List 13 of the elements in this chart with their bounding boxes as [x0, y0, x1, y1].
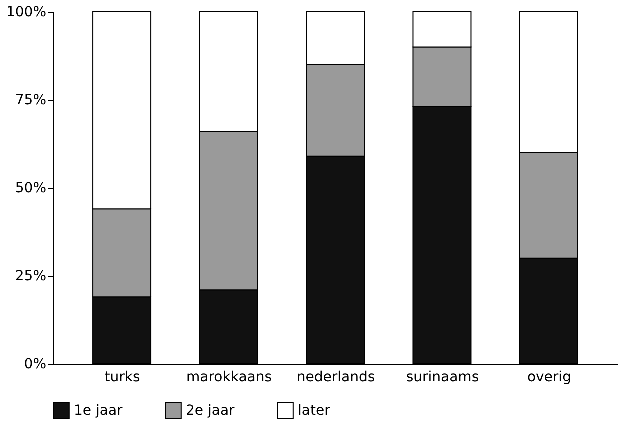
y-tick-label: 50% [15, 180, 46, 196]
x-tick-label: overig [527, 370, 572, 386]
legend-label: later [298, 402, 331, 419]
x-tick-label: turks [104, 370, 140, 386]
y-tick-label: 100% [6, 4, 46, 20]
y-tick-label: 75% [15, 92, 46, 108]
x-tick-label: surinaams [406, 370, 480, 386]
y-tick-label: 25% [15, 268, 46, 284]
legend-label: 2e jaar [186, 402, 236, 419]
x-tick-label: nederlands [296, 370, 376, 386]
legend-label: 1e jaar [74, 402, 124, 419]
x-tick-label: marokkaans [186, 370, 272, 386]
y-tick-label: 0% [24, 356, 46, 372]
